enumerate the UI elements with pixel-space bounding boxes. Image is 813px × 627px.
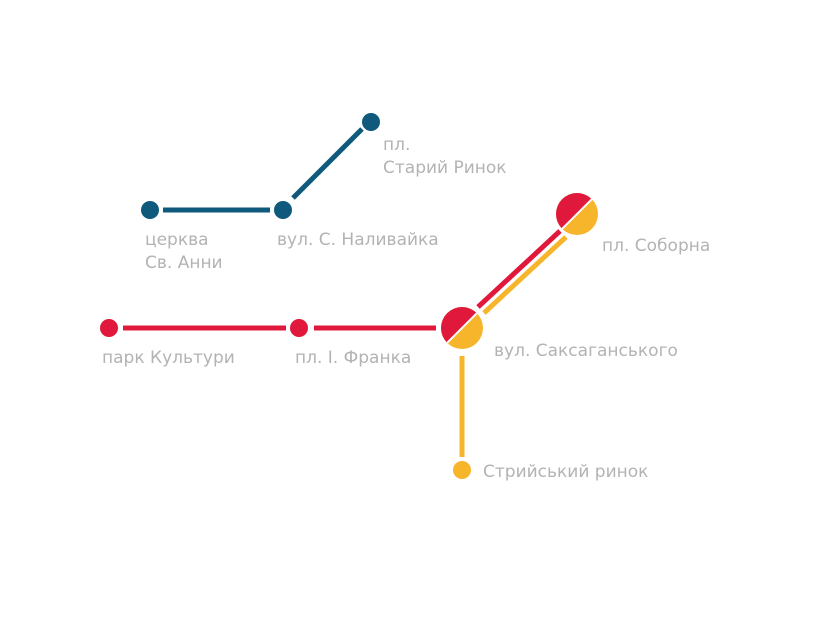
label-line: Старий Ринок: [383, 158, 507, 178]
yellow-line-segment: [482, 235, 568, 315]
blue-line: [141, 113, 380, 219]
interchange-dot-red-half: [441, 307, 477, 343]
blue-line-segment: [291, 127, 364, 200]
label-line: церква: [145, 230, 209, 250]
interchange-vul-saksahanskoho[interactable]: [441, 307, 483, 349]
station-label-pl-i-franka: пл. І. Франка: [295, 348, 411, 368]
station-label-vul-saksahanskoho: вул. Саксаганського: [494, 341, 678, 361]
yellow-line: [453, 356, 471, 479]
red-line: [100, 319, 436, 337]
label-line: пл.: [383, 135, 410, 155]
red-line-segment: [476, 229, 562, 309]
interchange-pl-soborna[interactable]: [555, 192, 598, 235]
interchange-divider: [561, 198, 593, 230]
station-label-pl-soborna: пл. Соборна: [602, 236, 710, 256]
station-label-cerkva-sv-anny: церква Св. Анни: [145, 230, 223, 273]
station-label-stryiskyi-rynok: Стрийський ринок: [483, 462, 648, 482]
station-dot-park-kultury[interactable]: [100, 319, 118, 337]
station-dot-cerkva-sv-anny[interactable]: [141, 201, 159, 219]
label-line: Св. Анни: [145, 253, 223, 273]
station-dot-pl-i-franka[interactable]: [290, 319, 308, 337]
interchange-divider: [446, 312, 478, 344]
station-label-park-kultury: парк Культури: [102, 348, 235, 368]
interchange-dot-red-half: [555, 192, 592, 229]
station-dot-pl-staryi-rynok[interactable]: [362, 113, 380, 131]
station-dot-stryiskyi-rynok[interactable]: [453, 461, 471, 479]
station-label-vul-s-nalyvaika: вул. С. Наливайка: [277, 230, 439, 250]
shared-red-yellow-segment: [476, 229, 568, 315]
station-label-pl-staryi-rynok: пл. Старий Ринок: [383, 135, 507, 178]
station-dot-vul-s-nalyvaika[interactable]: [274, 201, 292, 219]
